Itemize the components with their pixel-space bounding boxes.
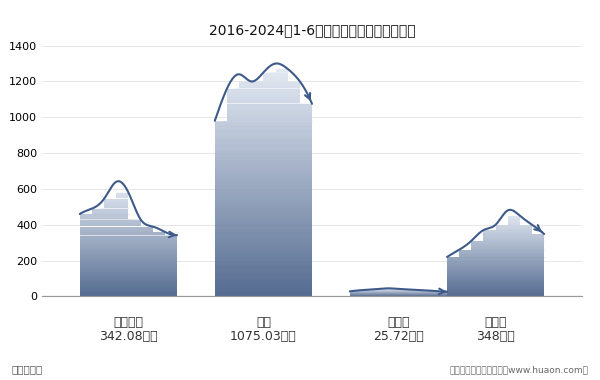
Text: 财产保险: 财产保险 <box>113 316 143 329</box>
Title: 2016-2024年1-6月四川保险分险种收入统计: 2016-2024年1-6月四川保险分险种收入统计 <box>209 24 415 38</box>
Text: 单位：亿元: 单位：亿元 <box>12 364 43 374</box>
Text: 意外险: 意外险 <box>387 316 410 329</box>
Text: 25.72亿元: 25.72亿元 <box>373 331 424 344</box>
Text: 制图：华经产业研究院（www.huaon.com）: 制图：华经产业研究院（www.huaon.com） <box>449 366 588 374</box>
Text: 342.08亿元: 342.08亿元 <box>99 331 158 344</box>
Text: 1075.03亿元: 1075.03亿元 <box>230 331 297 344</box>
Text: 348亿元: 348亿元 <box>476 331 515 344</box>
Text: 健康险: 健康险 <box>484 316 507 329</box>
Text: 寿险: 寿险 <box>256 316 271 329</box>
